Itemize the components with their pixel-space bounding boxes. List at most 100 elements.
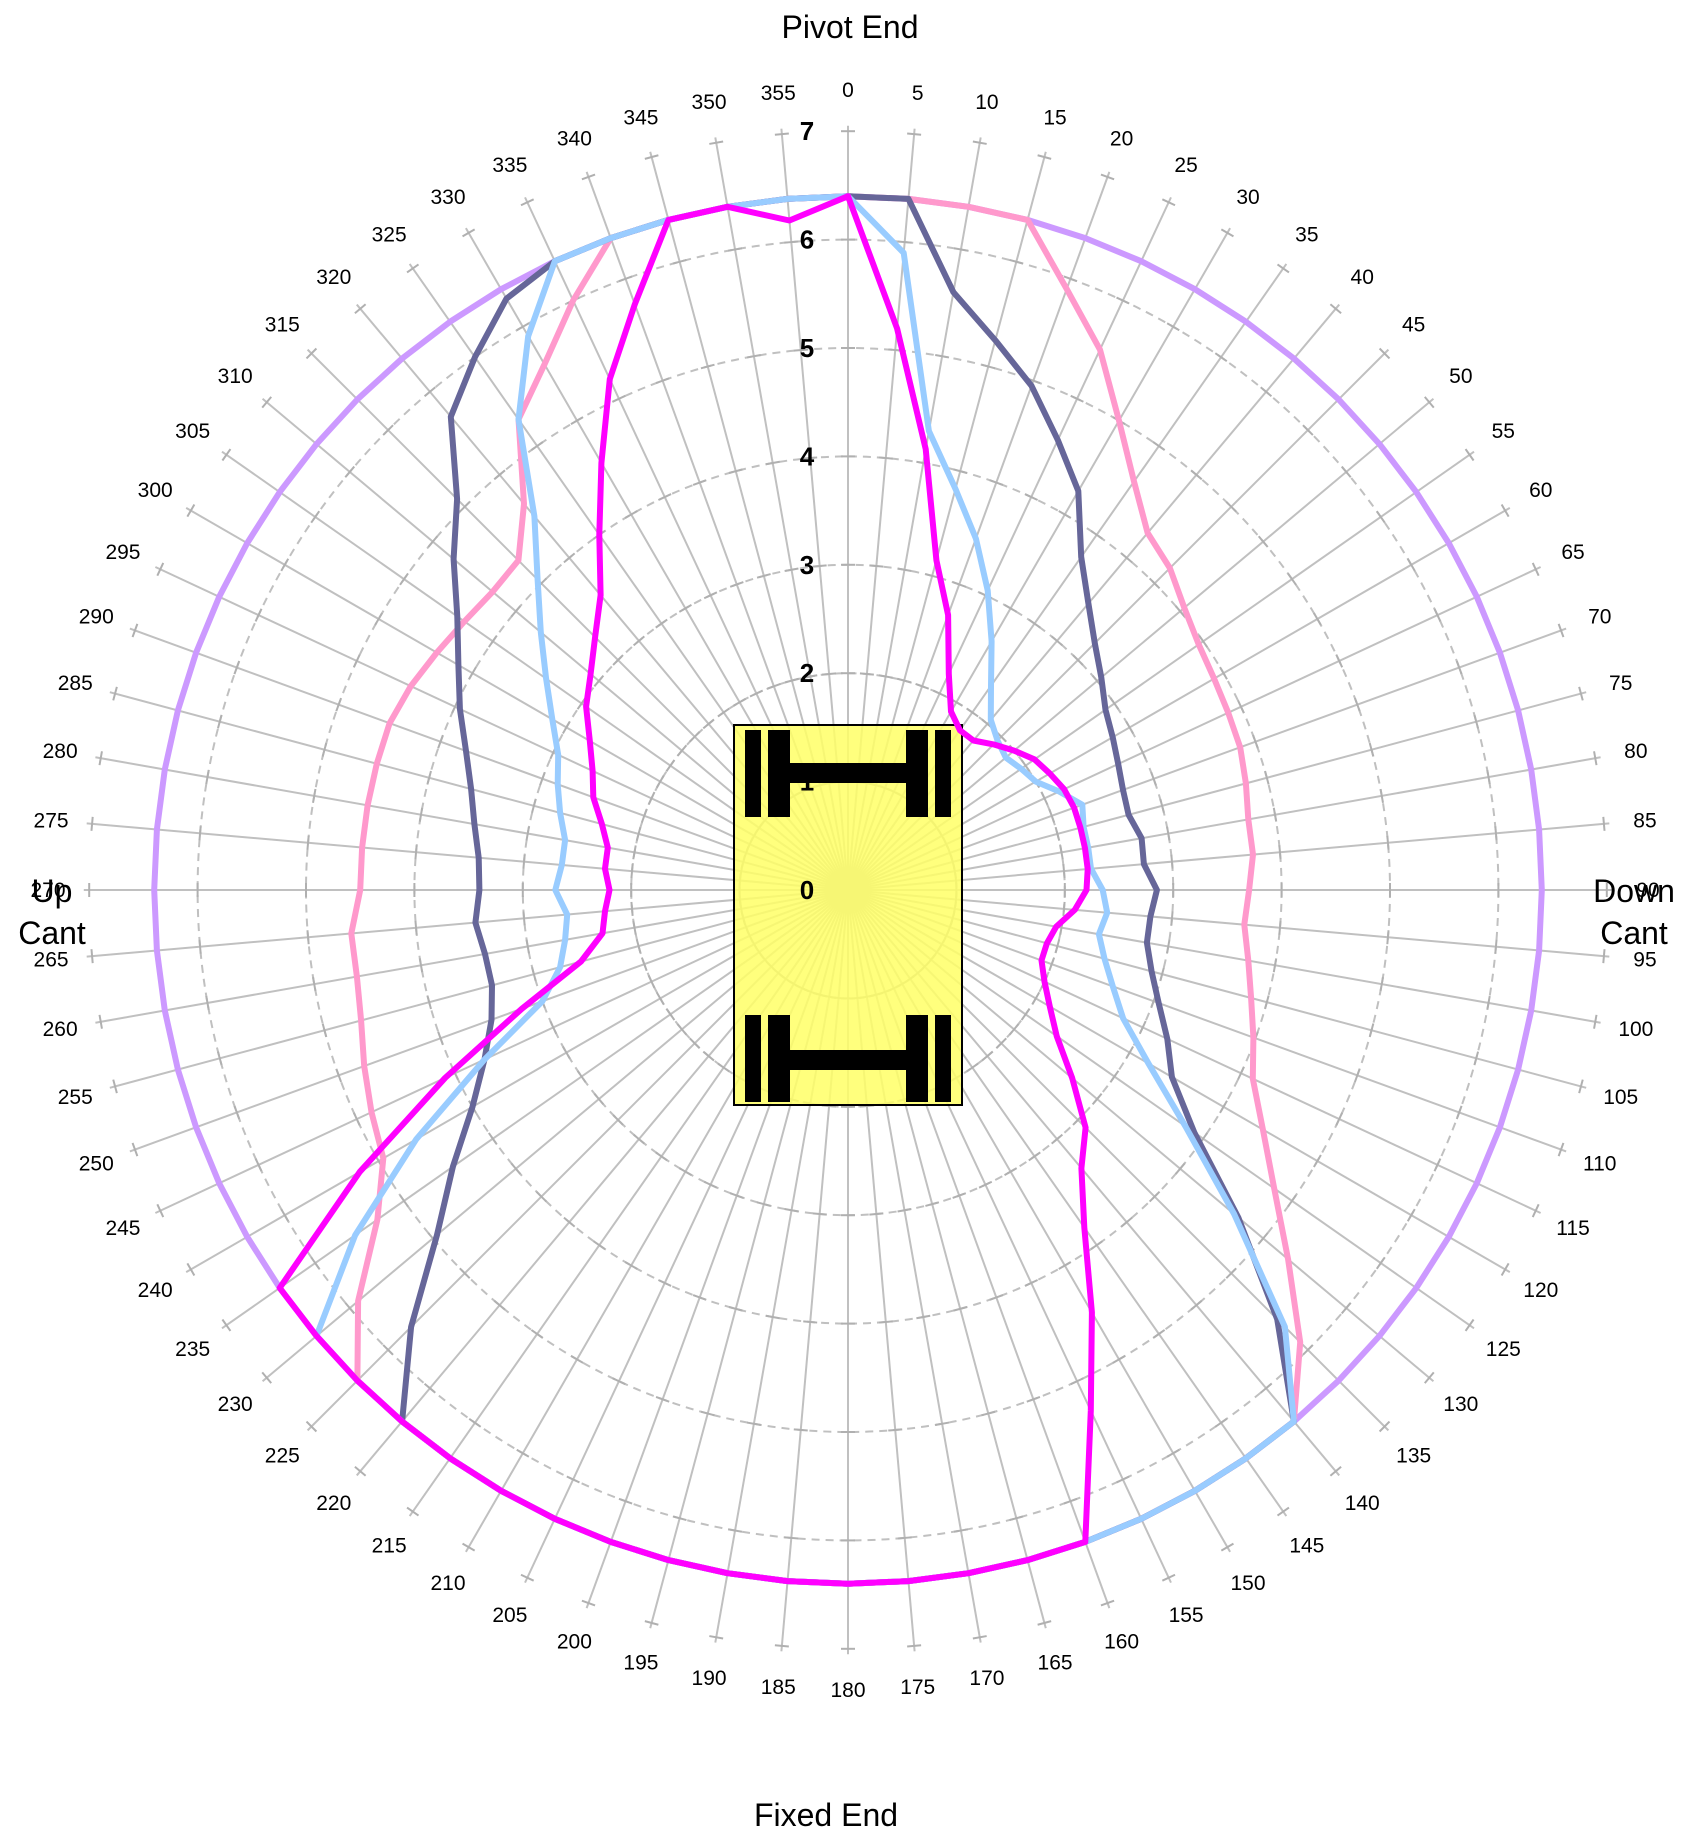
spoke-tick (1257, 1232, 1269, 1245)
spoke-tick (459, 1267, 471, 1279)
angle-tick-label: 275 (34, 809, 69, 832)
angle-tick-label: 305 (175, 420, 210, 443)
rear-axle-bar (790, 1050, 908, 1070)
right-label-line1: Down (1593, 873, 1675, 909)
spoke-tick (1578, 686, 1584, 701)
spoke-tick (1602, 816, 1606, 831)
angle-tick-label: 140 (1345, 1492, 1380, 1515)
spoke-tick (399, 572, 409, 586)
spoke-tick (822, 672, 837, 676)
spoke-tick (644, 154, 659, 160)
angle-tick-label: 40 (1351, 266, 1374, 289)
radial-tick-label: 2 (800, 658, 814, 688)
angle-tick-labels: 0 5 10152025303540455055606570758085909510… (30, 79, 1659, 1702)
spoke-tick (352, 1112, 361, 1126)
spoke-tick (907, 1644, 922, 1648)
front-left-wheel-outer (745, 730, 761, 817)
spoke-tick (1009, 258, 1024, 265)
angle-tick-label: 70 (1588, 605, 1611, 628)
spoke-tick (1237, 699, 1245, 714)
spoke-tick (703, 1180, 718, 1189)
spoke-tick (635, 939, 642, 954)
spoke-tick (1276, 263, 1290, 274)
spoke-tick (1051, 1133, 1064, 1145)
angle-tick-label: 310 (218, 365, 253, 388)
spoke-tick (1378, 347, 1391, 360)
spoke-tick (186, 504, 196, 518)
spoke-tick (1593, 1014, 1598, 1029)
rear-right-wheel-outer (935, 1015, 951, 1102)
angle-tick-label: 125 (1486, 1338, 1521, 1361)
angle-tick-label: 150 (1230, 1572, 1265, 1595)
spoke-tick (733, 697, 747, 707)
rear-left-wheel-inner (768, 1015, 790, 1102)
spoke-tick (156, 562, 165, 577)
spoke-tick (1100, 1599, 1115, 1607)
spoke-tick (1026, 1395, 1041, 1403)
spoke-tick (1120, 552, 1133, 564)
angle-tick-label: 90 (1636, 879, 1659, 902)
angle-tick-label: 200 (557, 1631, 592, 1654)
spoke-tick (869, 564, 884, 568)
spoke-tick (647, 791, 656, 806)
spoke-tick (655, 775, 665, 789)
radial-tick-label: 7 (800, 116, 814, 146)
spoke-tick (878, 456, 893, 460)
radial-tick-label: 1 (800, 767, 814, 797)
spoke-tick (414, 920, 418, 935)
spoke-tick (925, 1201, 940, 1207)
spoke-tick (426, 770, 432, 785)
spoke-tick (630, 901, 634, 916)
spoke-tick (989, 479, 1004, 486)
spoke-tick (1378, 1420, 1391, 1433)
spoke-tick (1170, 854, 1174, 869)
spoke-tick (1424, 396, 1435, 409)
spoke-tick (399, 1194, 409, 1208)
spoke-tick (774, 1644, 789, 1648)
spoke-tick (717, 1062, 730, 1073)
spoke-tick (1486, 769, 1491, 785)
spoke-tick (592, 1240, 606, 1251)
spoke-tick (520, 1573, 535, 1582)
spoke-tick (581, 173, 596, 181)
spoke-tick (1161, 198, 1176, 207)
spoke-tick (897, 1536, 912, 1540)
spoke-tick (727, 247, 743, 252)
spoke-tick (925, 573, 940, 579)
spoke-tick (1455, 1105, 1463, 1120)
spoke-tick (1090, 1240, 1104, 1251)
spoke-tick (426, 995, 432, 1010)
spoke-tick (784, 1208, 799, 1213)
spoke-tick (233, 1105, 241, 1120)
angle-tick-label: 260 (43, 1018, 78, 1041)
spoke-tick (1090, 529, 1104, 540)
spoke-tick (1272, 807, 1278, 822)
spoke-tick (676, 1023, 688, 1036)
angle-tick-label: 85 (1633, 809, 1656, 832)
spoke-tick (1494, 939, 1498, 954)
angle-tick-label: 315 (265, 313, 300, 336)
spoke-tick (774, 132, 789, 136)
angle-tick-label: 195 (623, 1652, 658, 1675)
spoke-tick (1024, 493, 1039, 501)
spoke-tick (1368, 742, 1375, 757)
spoke-tick (1020, 1008, 1031, 1021)
spoke-tick (1264, 995, 1270, 1010)
spoke-tick (539, 771, 546, 786)
angle-tick-label: 15 (1043, 106, 1066, 129)
spoke-tick (1578, 1079, 1584, 1094)
spoke-tick (1058, 1261, 1072, 1270)
angle-tick-label: 235 (175, 1338, 210, 1361)
spoke-tick (563, 1216, 576, 1228)
angle-tick-label: 110 (1583, 1153, 1616, 1176)
spoke-tick (437, 734, 444, 749)
spoke-tick (352, 654, 361, 668)
spoke-tick (535, 1190, 548, 1203)
spoke-tick (1051, 635, 1064, 647)
spoke-tick (803, 674, 818, 679)
right-label-line2: Cant (1600, 915, 1668, 951)
spoke-tick (952, 581, 967, 588)
spoke-tick (198, 826, 202, 841)
spoke-tick (1152, 441, 1166, 451)
